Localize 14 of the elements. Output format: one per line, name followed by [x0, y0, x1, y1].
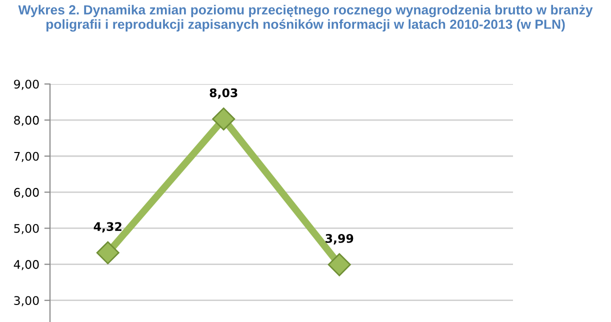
- y-tick-label: 4,00: [14, 260, 39, 270]
- y-tick-label: 5,00: [14, 224, 39, 234]
- y-tick-label: 7,00: [14, 152, 39, 162]
- y-tick-label: 8,00: [14, 116, 39, 126]
- point: [328, 253, 351, 276]
- point: [212, 107, 236, 130]
- y-tick-label: 6,00: [14, 188, 39, 198]
- text: 4,32: [94, 222, 122, 233]
- y-tick-label: 3,00: [14, 296, 39, 306]
- text: 8,03: [210, 88, 238, 99]
- text: 3,99: [326, 234, 354, 244]
- y-tick-label: 9,00: [14, 80, 39, 90]
- chart-title: Wykres 2. Dynamika zmian poziomu przeciętnego rocznego wynagrodzenia brutto w branży poligrafii i reprodukcji zapisanych nośników informacji w latach 2010-2013 (w PLN): [18, 4, 593, 32]
- point: [96, 241, 120, 264]
